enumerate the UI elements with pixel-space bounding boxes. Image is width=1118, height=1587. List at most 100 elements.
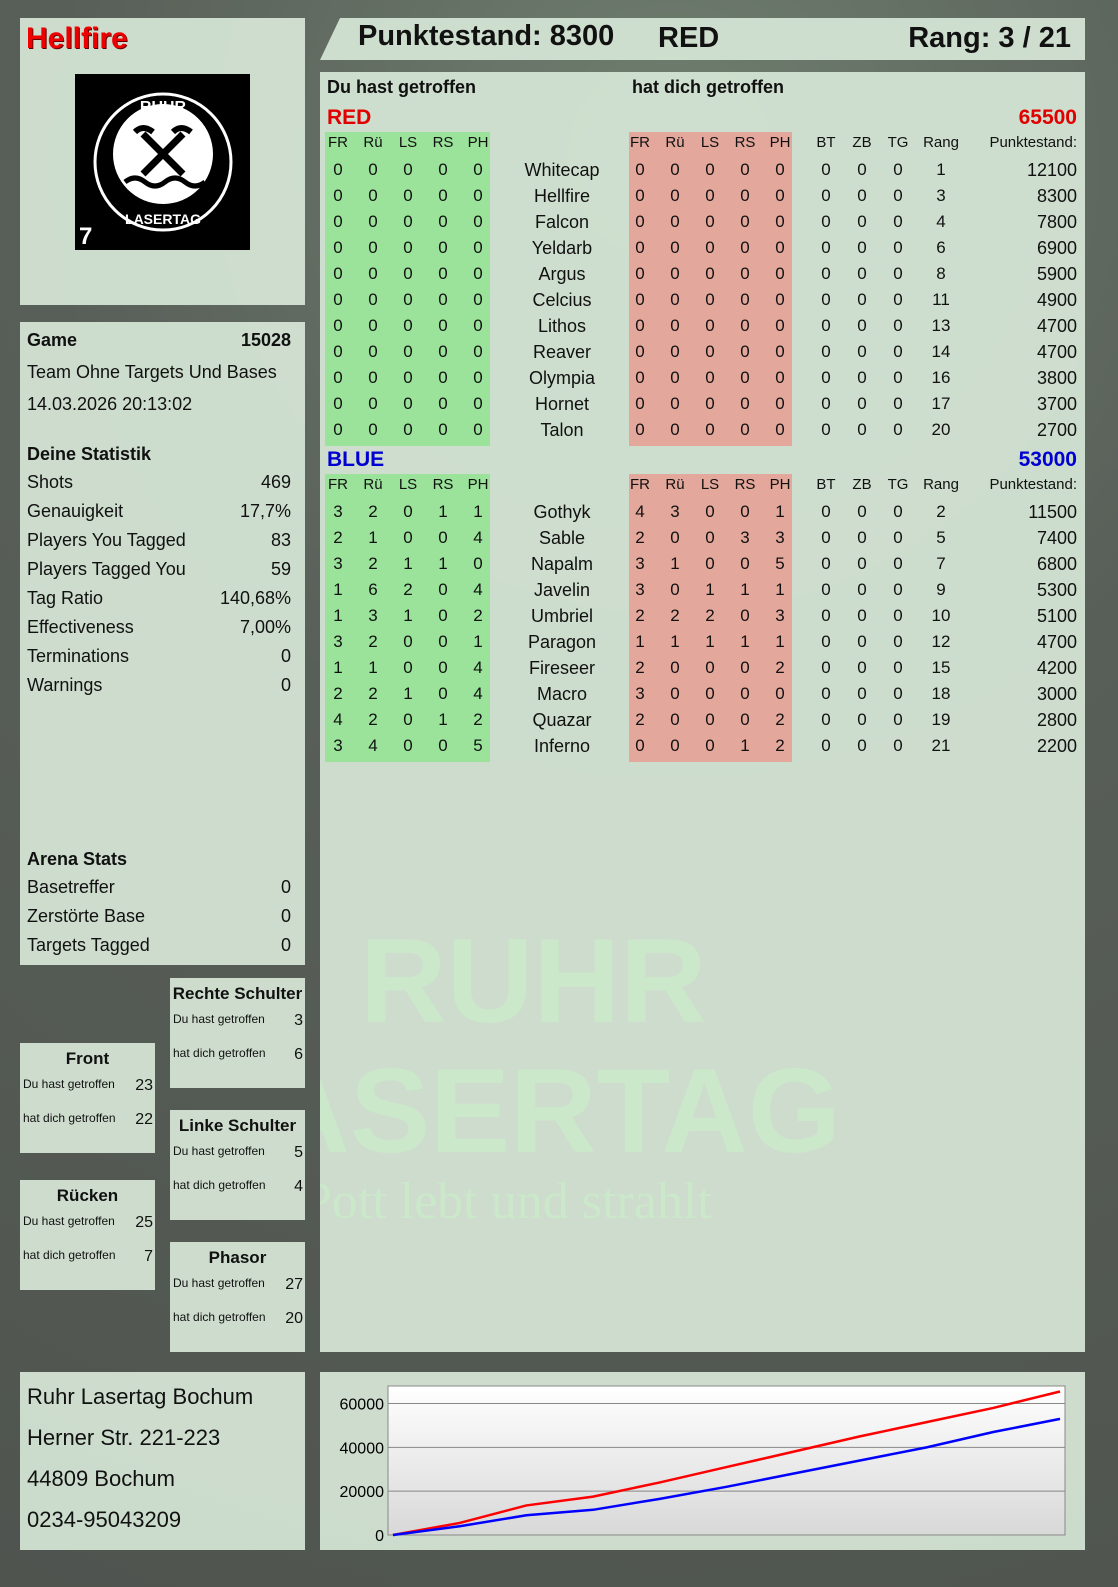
hit-you-value: 0 — [775, 290, 785, 309]
hit-you-value: 5 — [775, 554, 785, 573]
you-hit-value: 3 — [333, 502, 343, 521]
club-logo: RUHR LASERTAG 7 — [75, 74, 250, 250]
player-row: 2 1 0 0 4 Sable 2 0 0 3 3 0 0 0 5 7400 — [320, 528, 1085, 554]
tg-value: 0 — [893, 736, 903, 755]
stat-value: 0 — [280, 646, 291, 666]
you-hit-value: 0 — [368, 420, 378, 439]
hit-you-value: 0 — [775, 368, 785, 387]
player-name: Inferno — [533, 736, 591, 756]
bt-value: 0 — [821, 658, 831, 677]
hit-you-block — [629, 474, 792, 762]
rank-value: 16 — [931, 368, 951, 387]
arena-label: Basetreffer — [27, 877, 115, 897]
scoreboard-panel: RUHR LASERTAG Der Pott lebt und strahlt … — [320, 72, 1085, 1352]
tg-value: 0 — [893, 368, 903, 387]
hit-you-value: 0 — [670, 710, 680, 729]
rank-value: 14 — [931, 342, 951, 361]
team-total: 53000 — [1018, 448, 1077, 471]
you-hit-value: 2 — [473, 710, 483, 729]
you-hit-value: 2 — [368, 554, 378, 573]
hit-you-value: 0 — [705, 264, 715, 283]
stat-row: Genauigkeit 17,7% — [27, 501, 291, 522]
arena-title: Arena Stats — [27, 849, 128, 869]
player-name: Whitecap — [524, 160, 600, 180]
bt-value: 0 — [821, 368, 831, 387]
address-line: 0234-95043209 — [27, 1507, 182, 1532]
you-hit-value: 0 — [333, 212, 343, 231]
hit-you-value: 0 — [705, 420, 715, 439]
you-hit-value: 0 — [368, 160, 378, 179]
hit-you-value: 0 — [705, 160, 715, 179]
tg-value: 0 — [893, 342, 903, 361]
arena-value: 0 — [280, 935, 291, 955]
watermark-lasertag: LASERTAG — [320, 1044, 842, 1178]
score-value: 3000 — [1036, 684, 1077, 704]
hit-you-value: 0 — [635, 394, 645, 413]
player-name: Quazar — [532, 710, 592, 730]
column-header: RS — [432, 134, 454, 151]
you-hit-value: 2 — [403, 580, 413, 599]
tg-value: 0 — [893, 186, 903, 205]
stat-row: Players You Tagged 83 — [27, 530, 291, 551]
hit-you-value: 0 — [740, 290, 750, 309]
tg-value: 0 — [893, 420, 903, 439]
zone-you-label: Du hast getroffen — [23, 1077, 115, 1091]
you-hit-value: 1 — [403, 606, 413, 625]
hit-you-value: 0 — [670, 684, 680, 703]
you-hit-value: 1 — [333, 658, 343, 677]
score-value: 4700 — [1036, 632, 1077, 652]
hit-you-value: 1 — [775, 502, 785, 521]
you-hit-heading: Du hast getroffen — [327, 77, 477, 97]
stat-label: Players You Tagged — [27, 530, 186, 550]
you-hit-value: 0 — [473, 238, 483, 257]
rank-value: 1 — [936, 160, 946, 179]
you-hit-value: 0 — [368, 316, 378, 335]
hit-you-value: 0 — [670, 290, 680, 309]
bt-value: 0 — [821, 736, 831, 755]
address-panel: Ruhr Lasertag Bochum Herner Str. 221-223 4… — [20, 1372, 305, 1550]
player-row: 0 0 0 0 0 Falcon 0 0 0 0 0 0 0 0 4 7800 — [320, 212, 1085, 238]
header-bar: Punktestand: 8300 RED Rang: 3 / 21 — [320, 18, 1085, 60]
column-header: LS — [700, 134, 720, 151]
column-header: ZB — [852, 134, 872, 151]
arena-label: Zerstörte Base — [27, 906, 146, 926]
zb-value: 0 — [857, 658, 867, 677]
hit-you-value: 3 — [775, 606, 785, 625]
you-hit-value: 0 — [368, 264, 378, 283]
tg-value: 0 — [893, 264, 903, 283]
stat-label: Players Tagged You — [27, 559, 186, 579]
team-total: 65500 — [1018, 106, 1077, 129]
tg-value: 0 — [893, 502, 903, 521]
rank-value: 20 — [931, 420, 951, 439]
zone-title: Linke Schulter — [178, 1116, 297, 1135]
zb-value: 0 — [857, 580, 867, 599]
player-name: Reaver — [532, 342, 592, 362]
player-name: Sable — [538, 528, 586, 548]
you-hit-value: 0 — [403, 420, 413, 439]
ruhr-lasertag-logo-icon: RUHR LASERTAG 7 — [79, 92, 233, 250]
player-row: 0 0 0 0 0 Hornet 0 0 0 0 0 0 0 0 17 3700 — [320, 394, 1085, 420]
hit-you-value: 1 — [775, 580, 785, 599]
score-chart: 0 20000 40000 60000 — [340, 1385, 1066, 1545]
arena-value: 0 — [280, 877, 291, 897]
player-name: Umbriel — [530, 606, 593, 626]
hit-you-value: 0 — [670, 238, 680, 257]
player-row: 1 6 2 0 4 Javelin 3 0 1 1 1 0 0 0 9 5300 — [320, 580, 1085, 606]
hit-you-value: 0 — [635, 186, 645, 205]
you-hit-value: 0 — [438, 264, 448, 283]
tg-value: 0 — [893, 238, 903, 257]
you-hit-value: 0 — [333, 368, 343, 387]
zone-them-value: 7 — [144, 1248, 153, 1265]
column-header: ZB — [852, 476, 872, 493]
zone-them-label: hat dich getroffen — [173, 1310, 266, 1324]
you-hit-value: 0 — [368, 342, 378, 361]
zone-title: Rechte Schulter — [172, 984, 303, 1003]
bt-value: 0 — [821, 580, 831, 599]
watermark-slogan: Der Pott lebt und strahlt — [320, 1173, 712, 1230]
column-header: BT — [816, 134, 836, 151]
player-name: Falcon — [534, 212, 590, 232]
player-row: 0 0 0 0 0 Celcius 0 0 0 0 0 0 0 0 11 4900 — [320, 290, 1085, 316]
column-header: FR — [630, 476, 650, 493]
you-hit-value: 0 — [438, 342, 448, 361]
bt-value: 0 — [821, 632, 831, 651]
